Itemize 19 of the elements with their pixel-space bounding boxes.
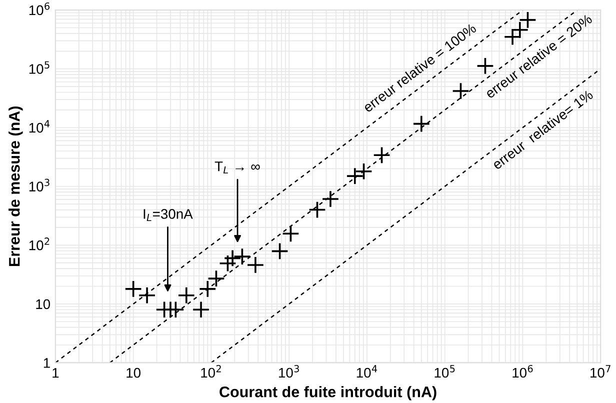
annotation: T$_{L}$ → ∞ <box>214 162 260 174</box>
x-tick-label: 10$^{6}$ <box>512 364 533 378</box>
x-tick-label: 1 <box>52 368 59 378</box>
x-tick-label: 10$^{2}$ <box>201 364 221 378</box>
x-tick-label: 10$^{7}$ <box>590 365 610 378</box>
annotation: I$_{L}$=30nA <box>144 209 193 222</box>
y-tick-label: 10$^{5}$ <box>29 61 50 74</box>
y-tick-label: 1 <box>44 358 50 368</box>
y-tick-label: 10$^{2}$ <box>29 238 50 250</box>
y-tick-label: 10$^{4}$ <box>29 120 50 133</box>
x-tick-label: 10$^{5}$ <box>434 365 455 378</box>
x-tick-label: 10$^{3}$ <box>279 364 299 378</box>
y-tick-label: 10$^{6}$ <box>29 2 50 16</box>
y-axis-title: Erreur de mesure (nA) <box>8 106 23 266</box>
y-tick-label: 10 <box>36 299 50 310</box>
y-tick-label: 10$^{3}$ <box>29 178 50 192</box>
x-tick-label: 10$^{4}$ <box>356 365 378 378</box>
x-tick-label: 10 <box>126 368 140 378</box>
x-axis-title: Courant de fuite introduit (nA) <box>220 386 436 400</box>
